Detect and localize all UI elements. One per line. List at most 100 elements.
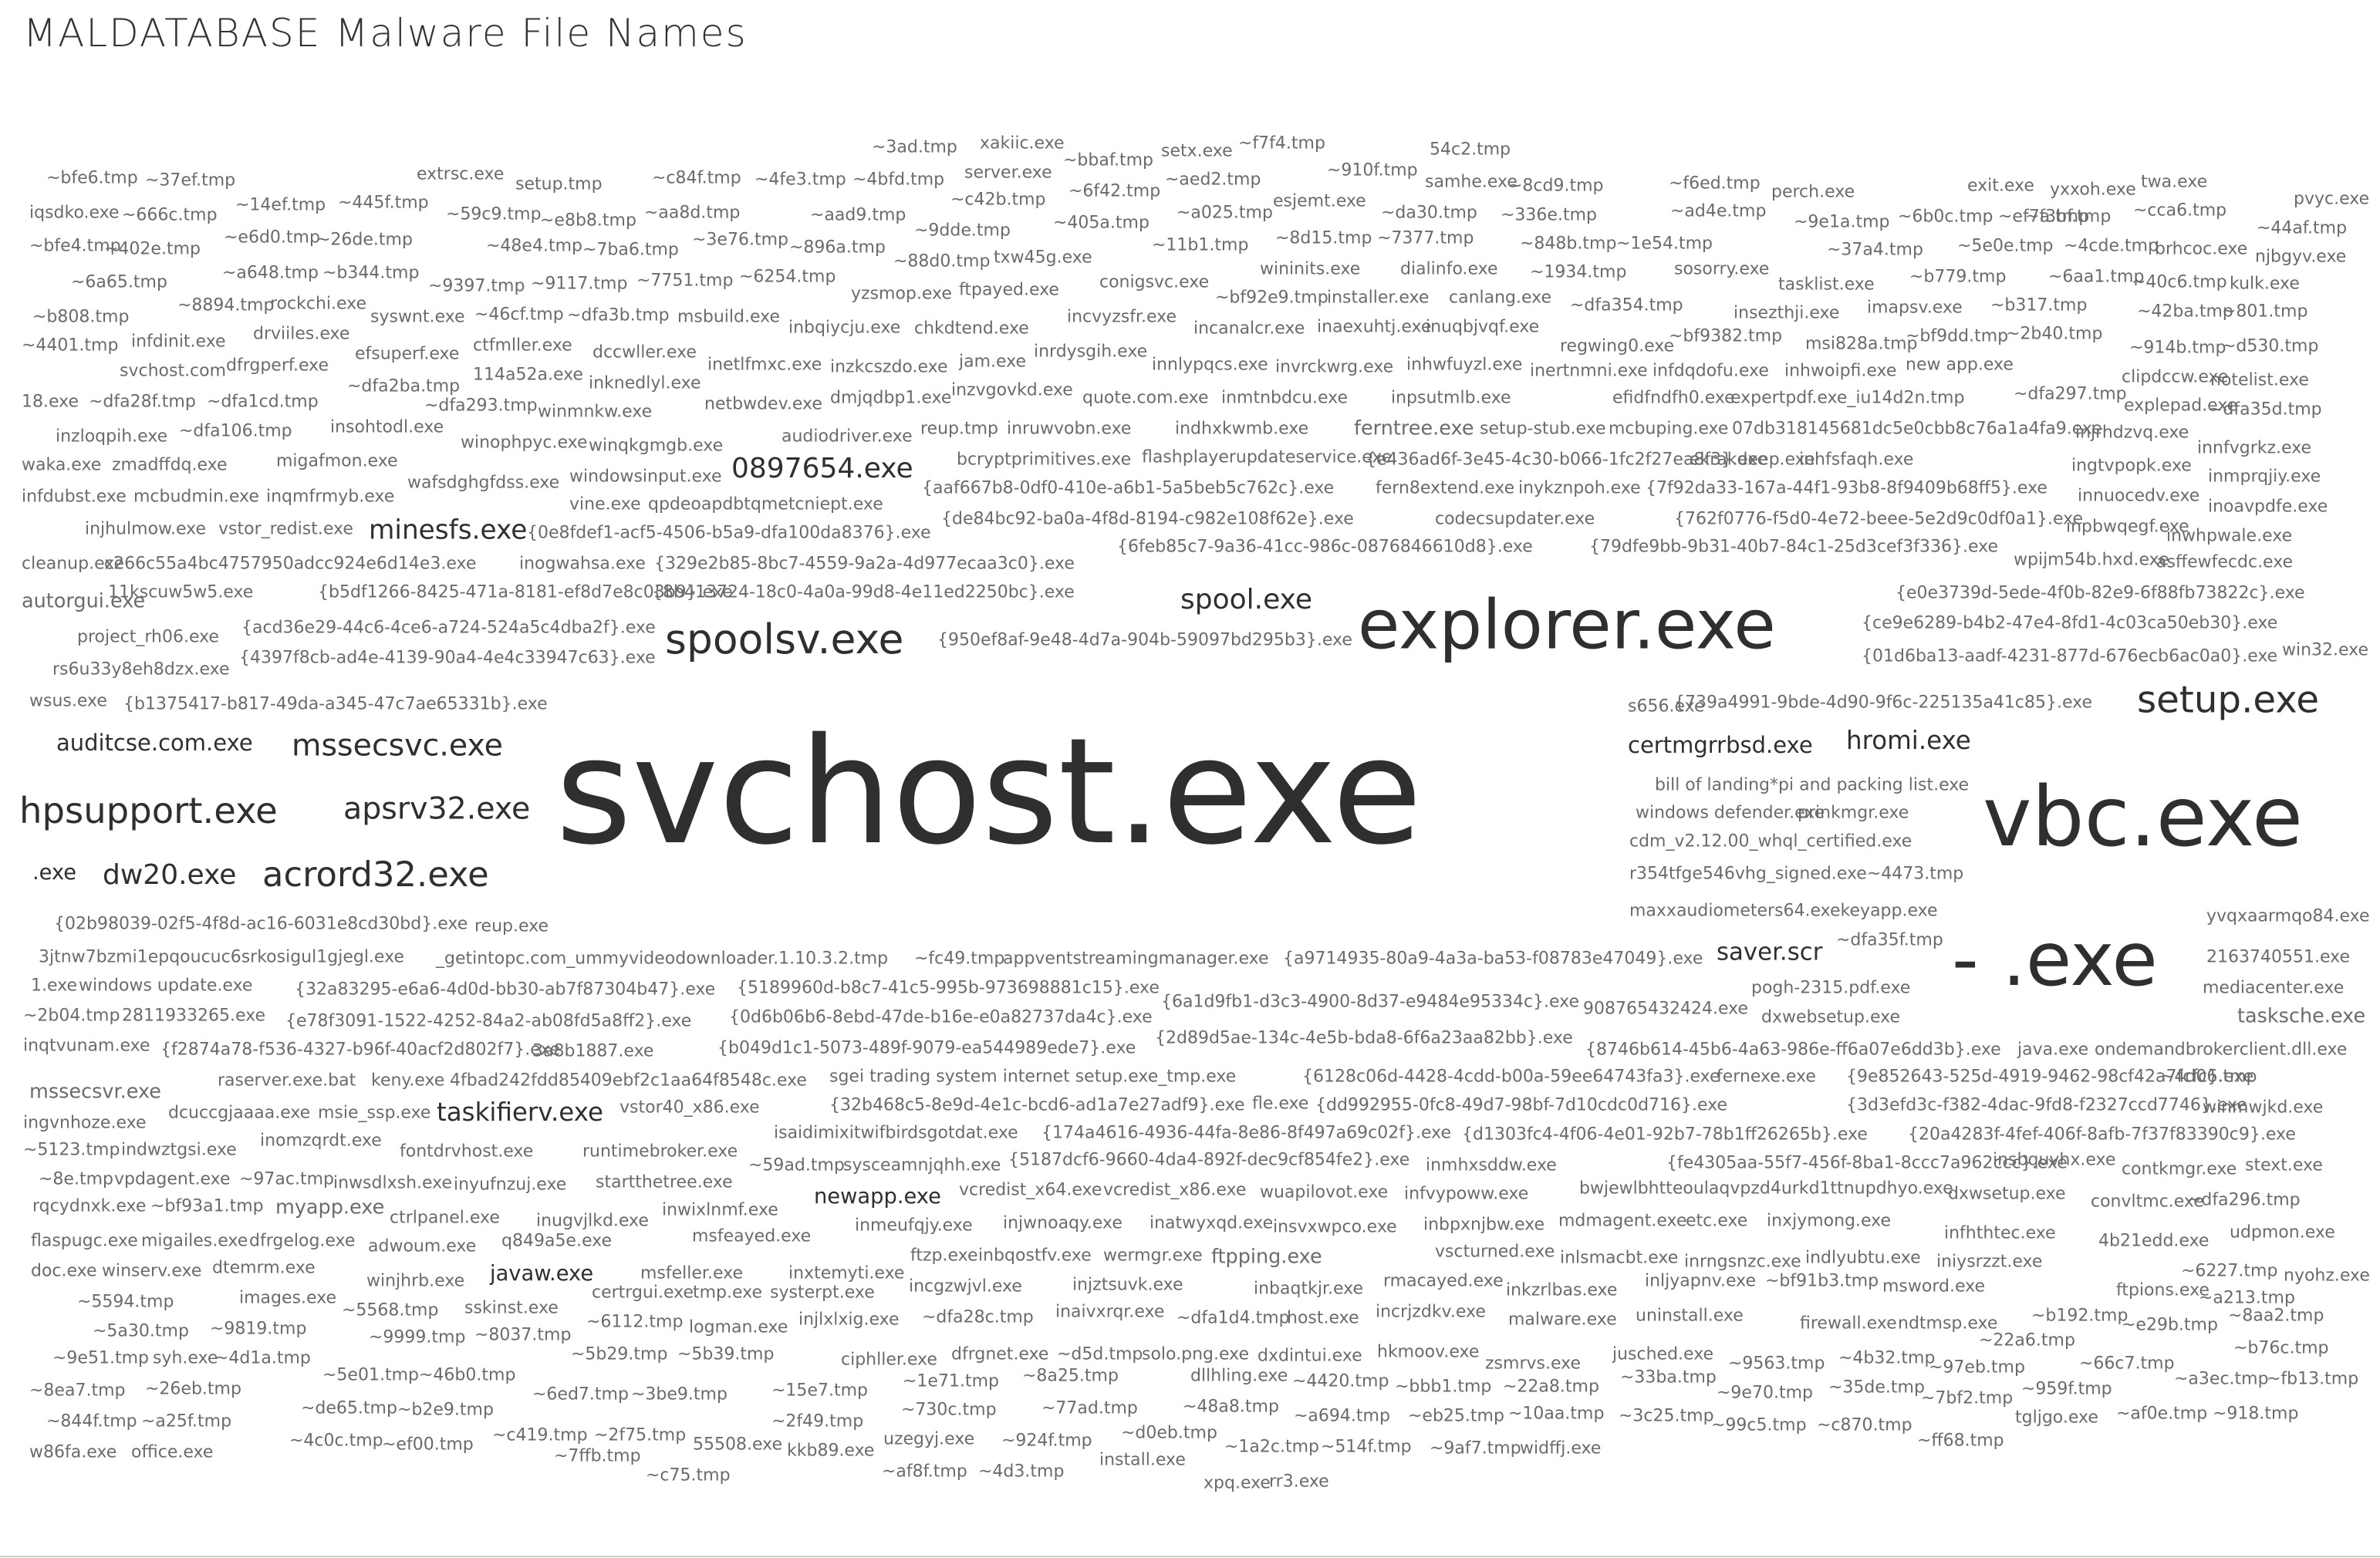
word-42ba-tmp: ~42ba.tmp: [2137, 302, 2233, 322]
word-inrdysgih-exe: inrdysgih.exe: [1034, 342, 1147, 362]
word-48a8-tmp: ~48a8.tmp: [1183, 1398, 1279, 1417]
word-4d06-tmp: ~4d06.tmp: [2160, 1067, 2257, 1087]
word-iqsdko-exe: iqsdko.exe: [29, 204, 120, 223]
word-48e4-tmp: ~48e4.tmp: [486, 237, 582, 256]
word-windowsinput-exe: windowsinput.exe: [569, 467, 722, 487]
word-mcbuping-exe: mcbuping.exe: [1609, 420, 1728, 439]
word-44af-tmp: ~44af.tmp: [2257, 219, 2347, 238]
word-inyufnzuj-exe: inyufnzuj.exe: [454, 1175, 566, 1195]
word-4fbad242fdd85409ebf2c1aa64f8548c-exe: 4fbad242fdd85409ebf2c1aa64f8548c.exe: [450, 1071, 807, 1091]
word-2b04-tmp: ~2b04.tmp: [23, 1007, 120, 1026]
word-11kscuw5w5-exe: 11kscuw5w5.exe: [108, 583, 253, 602]
word-1e54-tmp: ~1e54.tmp: [1616, 234, 1713, 254]
word-950ef8af-9e48-4d7a-904b-59097bd295b3-exe: {950ef8af-9e48-4d7a-904b-59097bd295b3}.e…: [937, 631, 1352, 650]
word-inetlfmxc-exe: inetlfmxc.exe: [707, 356, 822, 375]
word-inzloqpih-exe: inzloqpih.exe: [56, 427, 167, 447]
word-1a2c-tmp: ~1a2c.tmp: [1224, 1438, 1319, 1457]
word-myapp-exe: myapp.exe: [275, 1195, 384, 1219]
word-dllhling-exe: dllhling.exe: [1190, 1367, 1288, 1386]
word-incgzwjvl-exe: incgzwjvl.exe: [909, 1277, 1022, 1297]
word-402e-tmp: ~402e.tmp: [104, 240, 201, 259]
word-migafmon-exe: migafmon.exe: [276, 452, 398, 471]
word-images-exe: images.exe: [239, 1289, 336, 1308]
word-firewall-exe: firewall.exe: [1800, 1314, 1897, 1334]
word-brhcoc-exe: brhcoc.exe: [2155, 240, 2247, 259]
word-bf92e9-tmp: ~bf92e9.tmp: [1215, 288, 1328, 308]
word-924f-tmp: ~924f.tmp: [1001, 1432, 1092, 1451]
word-rr3-exe: rr3.exe: [1269, 1472, 1329, 1492]
word-18-exe: 18.exe: [22, 393, 79, 412]
word-auditcse-com-exe: auditcse.com.exe: [56, 730, 253, 756]
word-runtimebroker-exe: runtimebroker.exe: [582, 1142, 738, 1162]
word-ferntree-exe: ferntree.exe: [1354, 416, 1474, 440]
word-97ac-tmp: ~97ac.tmp: [239, 1170, 334, 1189]
word-innuocedv-exe: innuocedv.exe: [2078, 487, 2199, 506]
word-01d6ba13-aadf-4231-877d-676ecb6ac0a0-exe: {01d6ba13-aadf-4231-877d-676ecb6ac0a0}.e…: [1862, 647, 2277, 666]
word-inbpxnjbw-exe: inbpxnjbw.exe: [1423, 1216, 1544, 1235]
word-inatwyxqd-exe: inatwyxqd.exe: [1149, 1214, 1273, 1233]
word-46cf-tmp: ~46cf.tmp: [474, 305, 564, 325]
word-appventstreamingmanager-exe: appventstreamingmanager.exe: [1003, 949, 1269, 969]
word-inoavpdfe-exe: inoavpdfe.exe: [2208, 497, 2328, 517]
word-convltmc-exe: convltmc.exe: [2091, 1192, 2204, 1212]
word-b5df1266-8425-471a-8181-ef8d7e8c03b9-exe: {b5df1266-8425-471a-8181-ef8d7e8c03b9}.e…: [318, 583, 733, 602]
word-8cd9-tmp: ~8cd9.tmp: [1508, 177, 1604, 196]
word-908765432424-exe: 908765432424.exe: [1583, 1000, 1748, 1019]
word-explepad-exe: explepad.exe: [2124, 396, 2237, 416]
word-infdinit-exe: infdinit.exe: [131, 332, 226, 352]
word-certmgrrbsd-exe: certmgrrbsd.exe: [1628, 732, 1813, 758]
word-project-rh06-exe: project_rh06.exe: [77, 628, 219, 647]
word-b192-tmp: ~b192.tmp: [2031, 1307, 2128, 1326]
word-ingvnhoze-exe: ingvnhoze.exe: [23, 1114, 147, 1133]
word-9563-tmp: ~9563.tmp: [1728, 1354, 1825, 1374]
word-conigsvc-exe: conigsvc.exe: [1099, 273, 1209, 292]
word-a025-tmp: ~a025.tmp: [1176, 204, 1273, 223]
word-regwing0-exe: regwing0.exe: [1560, 337, 1674, 356]
word-22a8-tmp: ~22a8.tmp: [1503, 1378, 1599, 1397]
word-fernexe-exe: fernexe.exe: [1717, 1067, 1816, 1087]
word-dfa35d-tmp: ~dfa35d.tmp: [2209, 400, 2322, 420]
word-844f-tmp: ~844f.tmp: [46, 1412, 137, 1432]
word-inruwvobn-exe: inruwvobn.exe: [1007, 420, 1131, 439]
word-8b413724-18c0-4a0a-99d8-4e11ed2250bc-exe: {8b413724-18c0-4a0a-99d8-4e11ed2250bc}.e…: [652, 583, 1075, 602]
word-329e2b85-8bc7-4559-9a2a-4d977ecaa3c0-exe: {329e2b85-8bc7-4559-9a2a-4d977ecaa3c0}.e…: [654, 555, 1075, 574]
word-dfa296-tmp: ~dfa296.tmp: [2187, 1191, 2301, 1210]
word-7ffb-tmp: ~7ffb.tmp: [554, 1447, 641, 1466]
word-efsuperf-exe: efsuperf.exe: [355, 345, 459, 364]
word-injhulmow-exe: injhulmow.exe: [85, 520, 206, 539]
page-title: MALDATABASE Malware File Names: [23, 11, 748, 56]
word-inomzqrdt-exe: inomzqrdt.exe: [260, 1131, 382, 1151]
word-1934-tmp: ~1934.tmp: [1530, 263, 1626, 282]
word-ff68-tmp: ~ff68.tmp: [1917, 1432, 2004, 1451]
word-5187dcf6-9660-4da4-892f-dec9cf854fe2-exe: {5187dcf6-9660-4da4-892f-dec9cf854fe2}.e…: [1008, 1151, 1409, 1170]
word-nyohz-exe: nyohz.exe: [2284, 1266, 2370, 1286]
word-uzegyj-exe: uzegyj.exe: [883, 1430, 974, 1449]
word-37a4-tmp: ~37a4.tmp: [1827, 241, 1923, 260]
word-inwhpwale-exe: inwhpwale.exe: [2166, 527, 2292, 546]
word-37ef-tmp: ~37ef.tmp: [145, 171, 235, 191]
word-e0e3739d-5ede-4f0b-82e9-6f88fb73822c-exe: {e0e3739d-5ede-4f0b-82e9-6f88fb73822c}.e…: [1896, 584, 2305, 603]
word-ctfmller-exe: ctfmller.exe: [473, 336, 572, 356]
word-exe: .exe: [32, 861, 76, 885]
word-dw20-exe: dw20.exe: [103, 859, 236, 891]
word-af8f-tmp: ~af8f.tmp: [882, 1462, 967, 1482]
word-inqmfrmyb-exe: inqmfrmyb.exe: [266, 487, 394, 507]
word-dfa293-tmp: ~dfa293.tmp: [424, 396, 538, 416]
word-vstor40-x86-exe: vstor40_x86.exe: [619, 1098, 760, 1118]
word-isaidimixitwifbirdsgotdat-exe: isaidimixitwifbirdsgotdat.exe: [774, 1124, 1018, 1143]
word-inogwahsa-exe: inogwahsa.exe: [519, 555, 646, 574]
word-quote-com-exe: quote.com.exe: [1082, 389, 1209, 408]
word-11b1-tmp: ~11b1.tmp: [1152, 236, 1248, 255]
word-dfa3b-tmp: ~dfa3b.tmp: [567, 306, 670, 325]
word-canlang-exe: canlang.exe: [1449, 288, 1551, 308]
word-ekrakdeep-exe: ekrakdeep.exe: [1690, 450, 1815, 470]
word-eb25-tmp: ~eb25.tmp: [1408, 1407, 1504, 1426]
word-15e7-tmp: ~15e7.tmp: [771, 1381, 868, 1401]
word-405a-tmp: ~405a.tmp: [1053, 214, 1149, 233]
word-startthetree-exe: startthetree.exe: [596, 1173, 733, 1192]
word-02b98039-02f5-4f8d-ac16-6031e8cd30bd-exe: {02b98039-02f5-4f8d-ac16-6031e8cd30bd}.e…: [54, 915, 468, 934]
word-exe: - .exe: [1952, 916, 2158, 1003]
word-sosorry-exe: sosorry.exe: [1674, 260, 1769, 279]
word-32b468c5-8e9d-4e1c-bcd6-ad1a7e27adf9-exe: {32b468c5-8e9d-4e1c-bcd6-ad1a7e27adf9}.e…: [829, 1096, 1245, 1115]
word-mssecsvc-exe: mssecsvc.exe: [292, 728, 503, 764]
